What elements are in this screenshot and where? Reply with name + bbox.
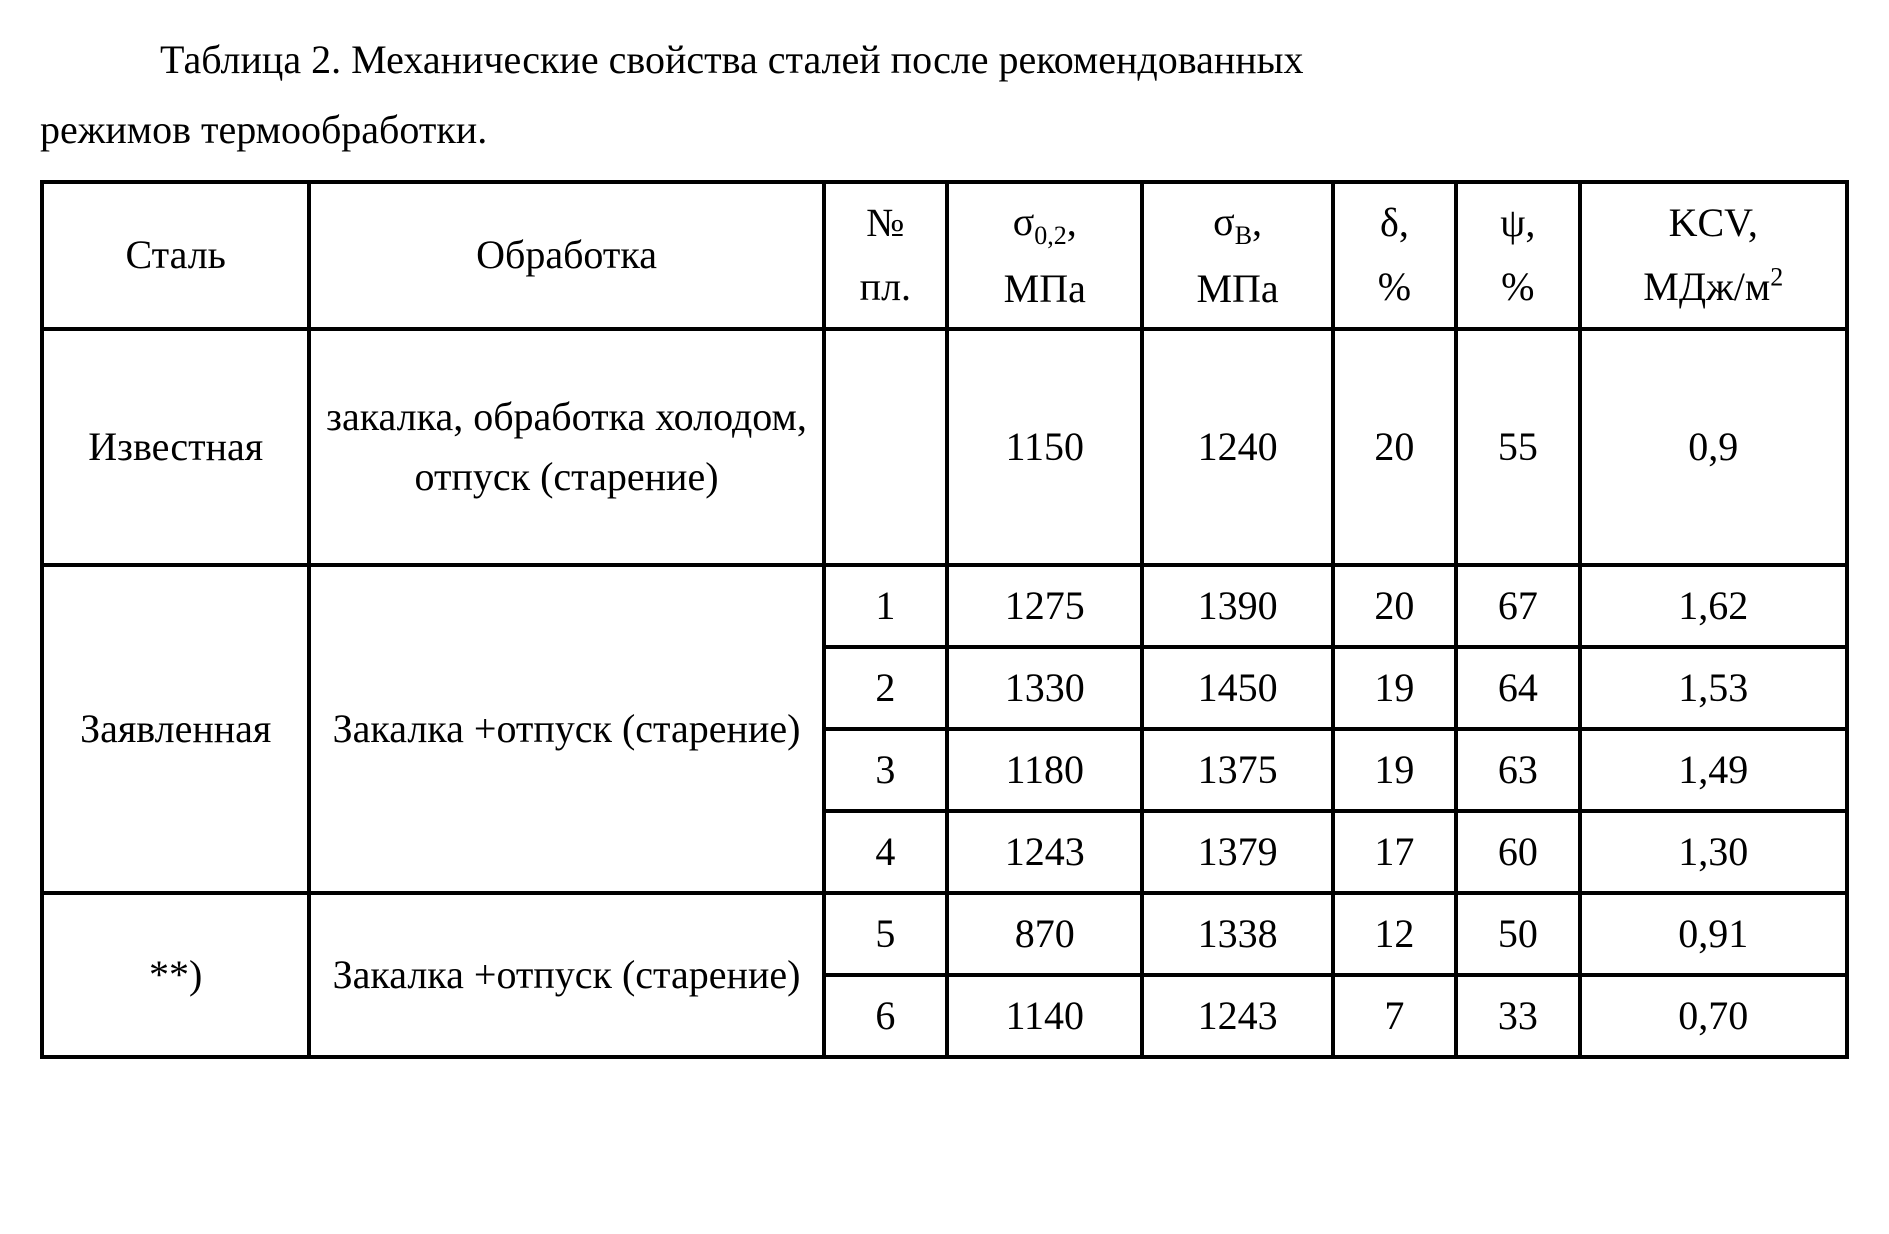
hdr-sigmaV-sym: σ bbox=[1213, 199, 1235, 244]
cell-d: 7 bbox=[1333, 975, 1456, 1057]
hdr-no-bottom: пл. bbox=[860, 264, 911, 309]
cell-sv: 1379 bbox=[1142, 811, 1332, 893]
cell-kcv: 0,91 bbox=[1580, 893, 1847, 975]
cell-psi: 64 bbox=[1456, 647, 1579, 729]
cell-kcv: 1,30 bbox=[1580, 811, 1847, 893]
cell-no bbox=[824, 329, 947, 565]
col-header-processing: Обработка bbox=[309, 182, 823, 329]
hdr-sigma02-unit: МПа bbox=[1004, 266, 1086, 311]
cell-s02: 1140 bbox=[947, 975, 1142, 1057]
table-row: Заявленная Закалка +отпуск (старение) 1 … bbox=[42, 565, 1847, 647]
cell-psi: 63 bbox=[1456, 729, 1579, 811]
col-header-sigmaV: σВ, МПа bbox=[1142, 182, 1332, 329]
cell-s02: 1275 bbox=[947, 565, 1142, 647]
hdr-kcv-top: KCV, bbox=[1669, 200, 1758, 245]
cell-sv: 1450 bbox=[1142, 647, 1332, 729]
caption-line-1: Таблица 2. Механические свойства сталей … bbox=[40, 30, 1849, 90]
cell-psi: 67 bbox=[1456, 565, 1579, 647]
cell-no: 6 bbox=[824, 975, 947, 1057]
col-header-kcv: KCV, МДж/м2 bbox=[1580, 182, 1847, 329]
cell-psi: 33 bbox=[1456, 975, 1579, 1057]
cell-processing: закалка, обработка холодом, отпуск (стар… bbox=[309, 329, 823, 565]
col-header-delta: δ, % bbox=[1333, 182, 1456, 329]
page: Таблица 2. Механические свойства сталей … bbox=[0, 0, 1889, 1234]
hdr-sigma02-sub: 0,2 bbox=[1034, 221, 1067, 250]
cell-sv: 1243 bbox=[1142, 975, 1332, 1057]
cell-kcv: 1,62 bbox=[1580, 565, 1847, 647]
cell-processing: Закалка +отпуск (старение) bbox=[309, 893, 823, 1057]
cell-kcv: 1,49 bbox=[1580, 729, 1847, 811]
cell-kcv: 0,9 bbox=[1580, 329, 1847, 565]
cell-no: 1 bbox=[824, 565, 947, 647]
hdr-no-top: № bbox=[866, 200, 904, 245]
cell-steel: Заявленная bbox=[42, 565, 309, 893]
hdr-kcv-unit-sup: 2 bbox=[1770, 263, 1783, 292]
cell-s02: 1330 bbox=[947, 647, 1142, 729]
col-header-sigma02: σ0,2, МПа bbox=[947, 182, 1142, 329]
col-header-steel: Сталь bbox=[42, 182, 309, 329]
table-row: Известная закалка, обработка холодом, от… bbox=[42, 329, 1847, 565]
cell-processing: Закалка +отпуск (старение) bbox=[309, 565, 823, 893]
col-header-no: № пл. bbox=[824, 182, 947, 329]
hdr-sigmaV-sub: В bbox=[1235, 221, 1252, 250]
hdr-sigma02-comma: , bbox=[1067, 199, 1077, 244]
cell-d: 19 bbox=[1333, 729, 1456, 811]
mechanical-properties-table: Сталь Обработка № пл. σ0,2, МПа σВ, МПа … bbox=[40, 180, 1849, 1059]
hdr-kcv-unit-prefix: МДж/м bbox=[1643, 264, 1770, 309]
hdr-sigma02-sym: σ bbox=[1013, 199, 1035, 244]
cell-s02: 1243 bbox=[947, 811, 1142, 893]
cell-kcv: 1,53 bbox=[1580, 647, 1847, 729]
hdr-delta-unit: % bbox=[1378, 264, 1411, 309]
cell-kcv: 0,70 bbox=[1580, 975, 1847, 1057]
table-caption: Таблица 2. Механические свойства сталей … bbox=[40, 30, 1849, 160]
cell-sv: 1338 bbox=[1142, 893, 1332, 975]
cell-psi: 55 bbox=[1456, 329, 1579, 565]
cell-no: 2 bbox=[824, 647, 947, 729]
cell-steel: Известная bbox=[42, 329, 309, 565]
hdr-sigmaV-unit: МПа bbox=[1196, 266, 1278, 311]
table-row: **) Закалка +отпуск (старение) 5 870 133… bbox=[42, 893, 1847, 975]
cell-sv: 1240 bbox=[1142, 329, 1332, 565]
cell-sv: 1390 bbox=[1142, 565, 1332, 647]
cell-s02: 870 bbox=[947, 893, 1142, 975]
cell-no: 5 bbox=[824, 893, 947, 975]
cell-sv: 1375 bbox=[1142, 729, 1332, 811]
hdr-delta-top: δ, bbox=[1380, 200, 1409, 245]
cell-d: 20 bbox=[1333, 329, 1456, 565]
cell-d: 17 bbox=[1333, 811, 1456, 893]
cell-steel: **) bbox=[42, 893, 309, 1057]
table-header-row: Сталь Обработка № пл. σ0,2, МПа σВ, МПа … bbox=[42, 182, 1847, 329]
cell-s02: 1150 bbox=[947, 329, 1142, 565]
col-header-psi: ψ, % bbox=[1456, 182, 1579, 329]
caption-line-2: режимов термообработки. bbox=[40, 100, 1849, 160]
cell-psi: 50 bbox=[1456, 893, 1579, 975]
cell-s02: 1180 bbox=[947, 729, 1142, 811]
cell-d: 12 bbox=[1333, 893, 1456, 975]
cell-d: 19 bbox=[1333, 647, 1456, 729]
cell-no: 4 bbox=[824, 811, 947, 893]
cell-d: 20 bbox=[1333, 565, 1456, 647]
hdr-sigmaV-comma: , bbox=[1252, 199, 1262, 244]
hdr-psi-top: ψ, bbox=[1500, 200, 1535, 245]
hdr-psi-unit: % bbox=[1501, 264, 1534, 309]
cell-no: 3 bbox=[824, 729, 947, 811]
cell-psi: 60 bbox=[1456, 811, 1579, 893]
